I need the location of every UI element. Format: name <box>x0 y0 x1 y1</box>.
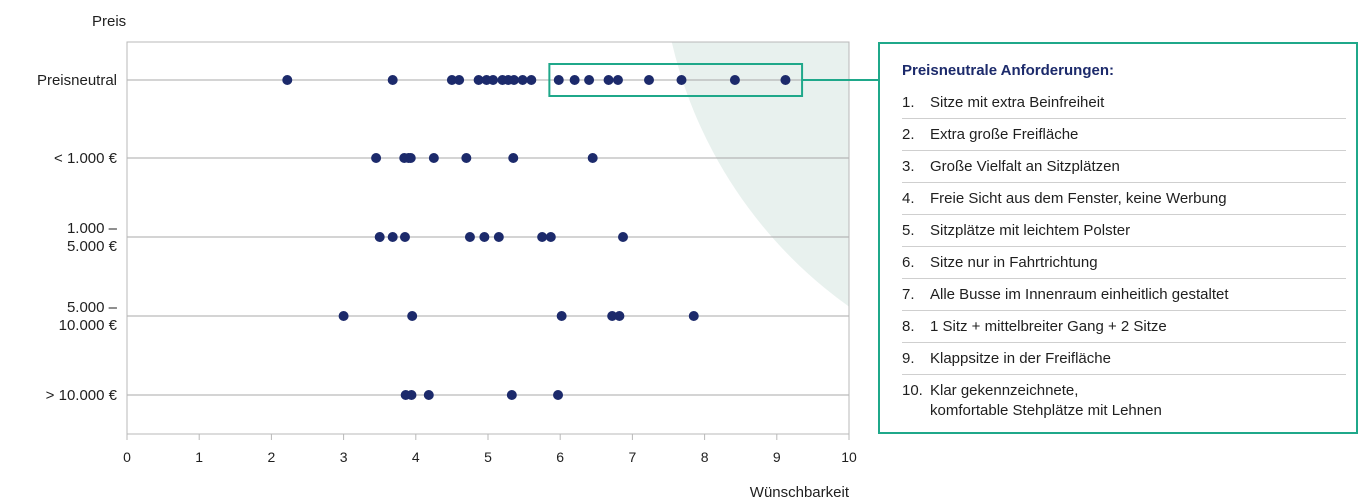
y-category-label: 5.000 –10.000 € <box>59 299 118 334</box>
legend-item-text: Sitzplätze mit leichtem Polster <box>930 222 1131 239</box>
data-point <box>537 232 548 242</box>
x-tick-label: 8 <box>701 449 709 465</box>
data-point <box>587 153 598 163</box>
x-tick-label: 3 <box>340 449 348 465</box>
legend-panel: Preisneutrale Anforderungen: 1. Sitze mit… <box>878 42 1358 434</box>
data-point <box>399 232 410 242</box>
legend-item-number: 9. <box>902 350 915 367</box>
data-point <box>282 75 293 85</box>
x-tick-label: 4 <box>412 449 420 465</box>
data-point <box>545 232 556 242</box>
data-point <box>473 75 484 85</box>
legend-item-text: 1 Sitz + mittelbreiter Gang + 2 Sitze <box>930 318 1167 335</box>
data-point <box>506 390 517 400</box>
data-point <box>780 75 791 85</box>
data-point <box>406 390 417 400</box>
data-point <box>461 153 472 163</box>
desirability-zone <box>671 42 849 307</box>
legend-item: 7. Alle Busse im Innenraum einheitlich ge… <box>902 279 1346 311</box>
data-point <box>423 390 434 400</box>
legend-item-number: 8. <box>902 318 915 335</box>
data-point <box>479 232 490 242</box>
data-point <box>603 75 614 85</box>
data-point <box>454 75 465 85</box>
data-point <box>553 390 564 400</box>
data-point <box>607 311 618 321</box>
legend-title: Preisneutrale Anforderungen: <box>902 62 1114 79</box>
legend-item-text: Freie Sicht aus dem Fenster, keine Werbu… <box>930 190 1227 207</box>
legend-item-text: Sitze mit extra Beinfreiheit <box>930 94 1105 111</box>
data-point <box>584 75 595 85</box>
data-point <box>446 75 457 85</box>
legend-item-number: 6. <box>902 254 915 271</box>
legend-item-text: Klar gekennzeichnete, komfortable Stehpl… <box>930 382 1162 419</box>
data-point <box>374 232 385 242</box>
x-tick-label: 7 <box>629 449 637 465</box>
data-point <box>508 75 519 85</box>
legend-item: 3. Große Vielfalt an Sitzplätzen <box>902 151 1346 183</box>
data-point <box>488 75 499 85</box>
legend-item-number: 1. <box>902 94 915 111</box>
y-category-label: < 1.000 € <box>54 150 118 167</box>
legend-item-number: 5. <box>902 222 915 239</box>
data-point <box>569 75 580 85</box>
x-tick-label: 5 <box>484 449 492 465</box>
legend-item: 5. Sitzplätze mit leichtem Polster <box>902 215 1346 247</box>
legend-item: 2. Extra große Freifläche <box>902 119 1346 151</box>
y-category-label: > 10.000 € <box>46 387 118 404</box>
data-point <box>338 311 349 321</box>
data-point <box>618 232 629 242</box>
legend-item: 8. 1 Sitz + mittelbreiter Gang + 2 Sitze <box>902 311 1346 343</box>
x-tick-label: 1 <box>195 449 203 465</box>
data-point <box>612 75 623 85</box>
data-point <box>526 75 537 85</box>
data-point <box>464 232 475 242</box>
x-tick-label: 9 <box>773 449 781 465</box>
legend-item: 6. Sitze nur in Fahrtrichtung <box>902 247 1346 279</box>
data-point <box>614 311 625 321</box>
legend-item-number: 2. <box>902 126 915 143</box>
x-tick-label: 2 <box>268 449 276 465</box>
legend-item: 4. Freie Sicht aus dem Fenster, keine Wer… <box>902 183 1346 215</box>
legend-list: 1. Sitze mit extra Beinfreiheit 2. Extra gr… <box>902 87 1346 426</box>
legend-item-number: 4. <box>902 190 915 207</box>
legend-item: 10. Klar gekennzeichnete, komfortable Ste… <box>902 375 1346 426</box>
data-point <box>556 311 567 321</box>
data-point <box>493 232 504 242</box>
data-point <box>508 153 519 163</box>
x-tick-label: 0 <box>123 449 131 465</box>
data-point <box>517 75 528 85</box>
data-point <box>371 153 382 163</box>
y-category-label: 1.000 –5.000 € <box>67 220 118 255</box>
y-axis-title: Preis <box>92 13 126 30</box>
legend-item-text: Große Vielfalt an Sitzplätzen <box>930 158 1120 175</box>
legend-item-text: Extra große Freifläche <box>930 126 1079 143</box>
data-point <box>688 311 699 321</box>
data-point <box>553 75 564 85</box>
data-point <box>729 75 740 85</box>
legend-item-text: Sitze nur in Fahrtrichtung <box>930 254 1098 271</box>
data-point <box>387 75 398 85</box>
x-tick-label: 10 <box>841 449 857 465</box>
legend-item: 9. Klappsitze in der Freifläche <box>902 343 1346 375</box>
legend-item-number: 3. <box>902 158 915 175</box>
data-point <box>644 75 655 85</box>
legend-item-number: 7. <box>902 286 915 303</box>
data-point <box>405 153 416 163</box>
x-tick-label: 6 <box>556 449 564 465</box>
data-point <box>407 311 418 321</box>
data-point <box>676 75 687 85</box>
legend-item-number: 10. <box>902 382 923 399</box>
data-point <box>387 232 398 242</box>
legend-item: 1. Sitze mit extra Beinfreiheit <box>902 87 1346 119</box>
data-point <box>428 153 439 163</box>
legend-item-text: Alle Busse im Innenraum einheitlich gest… <box>930 286 1229 303</box>
x-axis-title: Wünschbarkeit <box>750 484 850 501</box>
legend-item-text: Klappsitze in der Freifläche <box>930 350 1111 367</box>
y-category-label: Preisneutral <box>37 72 117 89</box>
